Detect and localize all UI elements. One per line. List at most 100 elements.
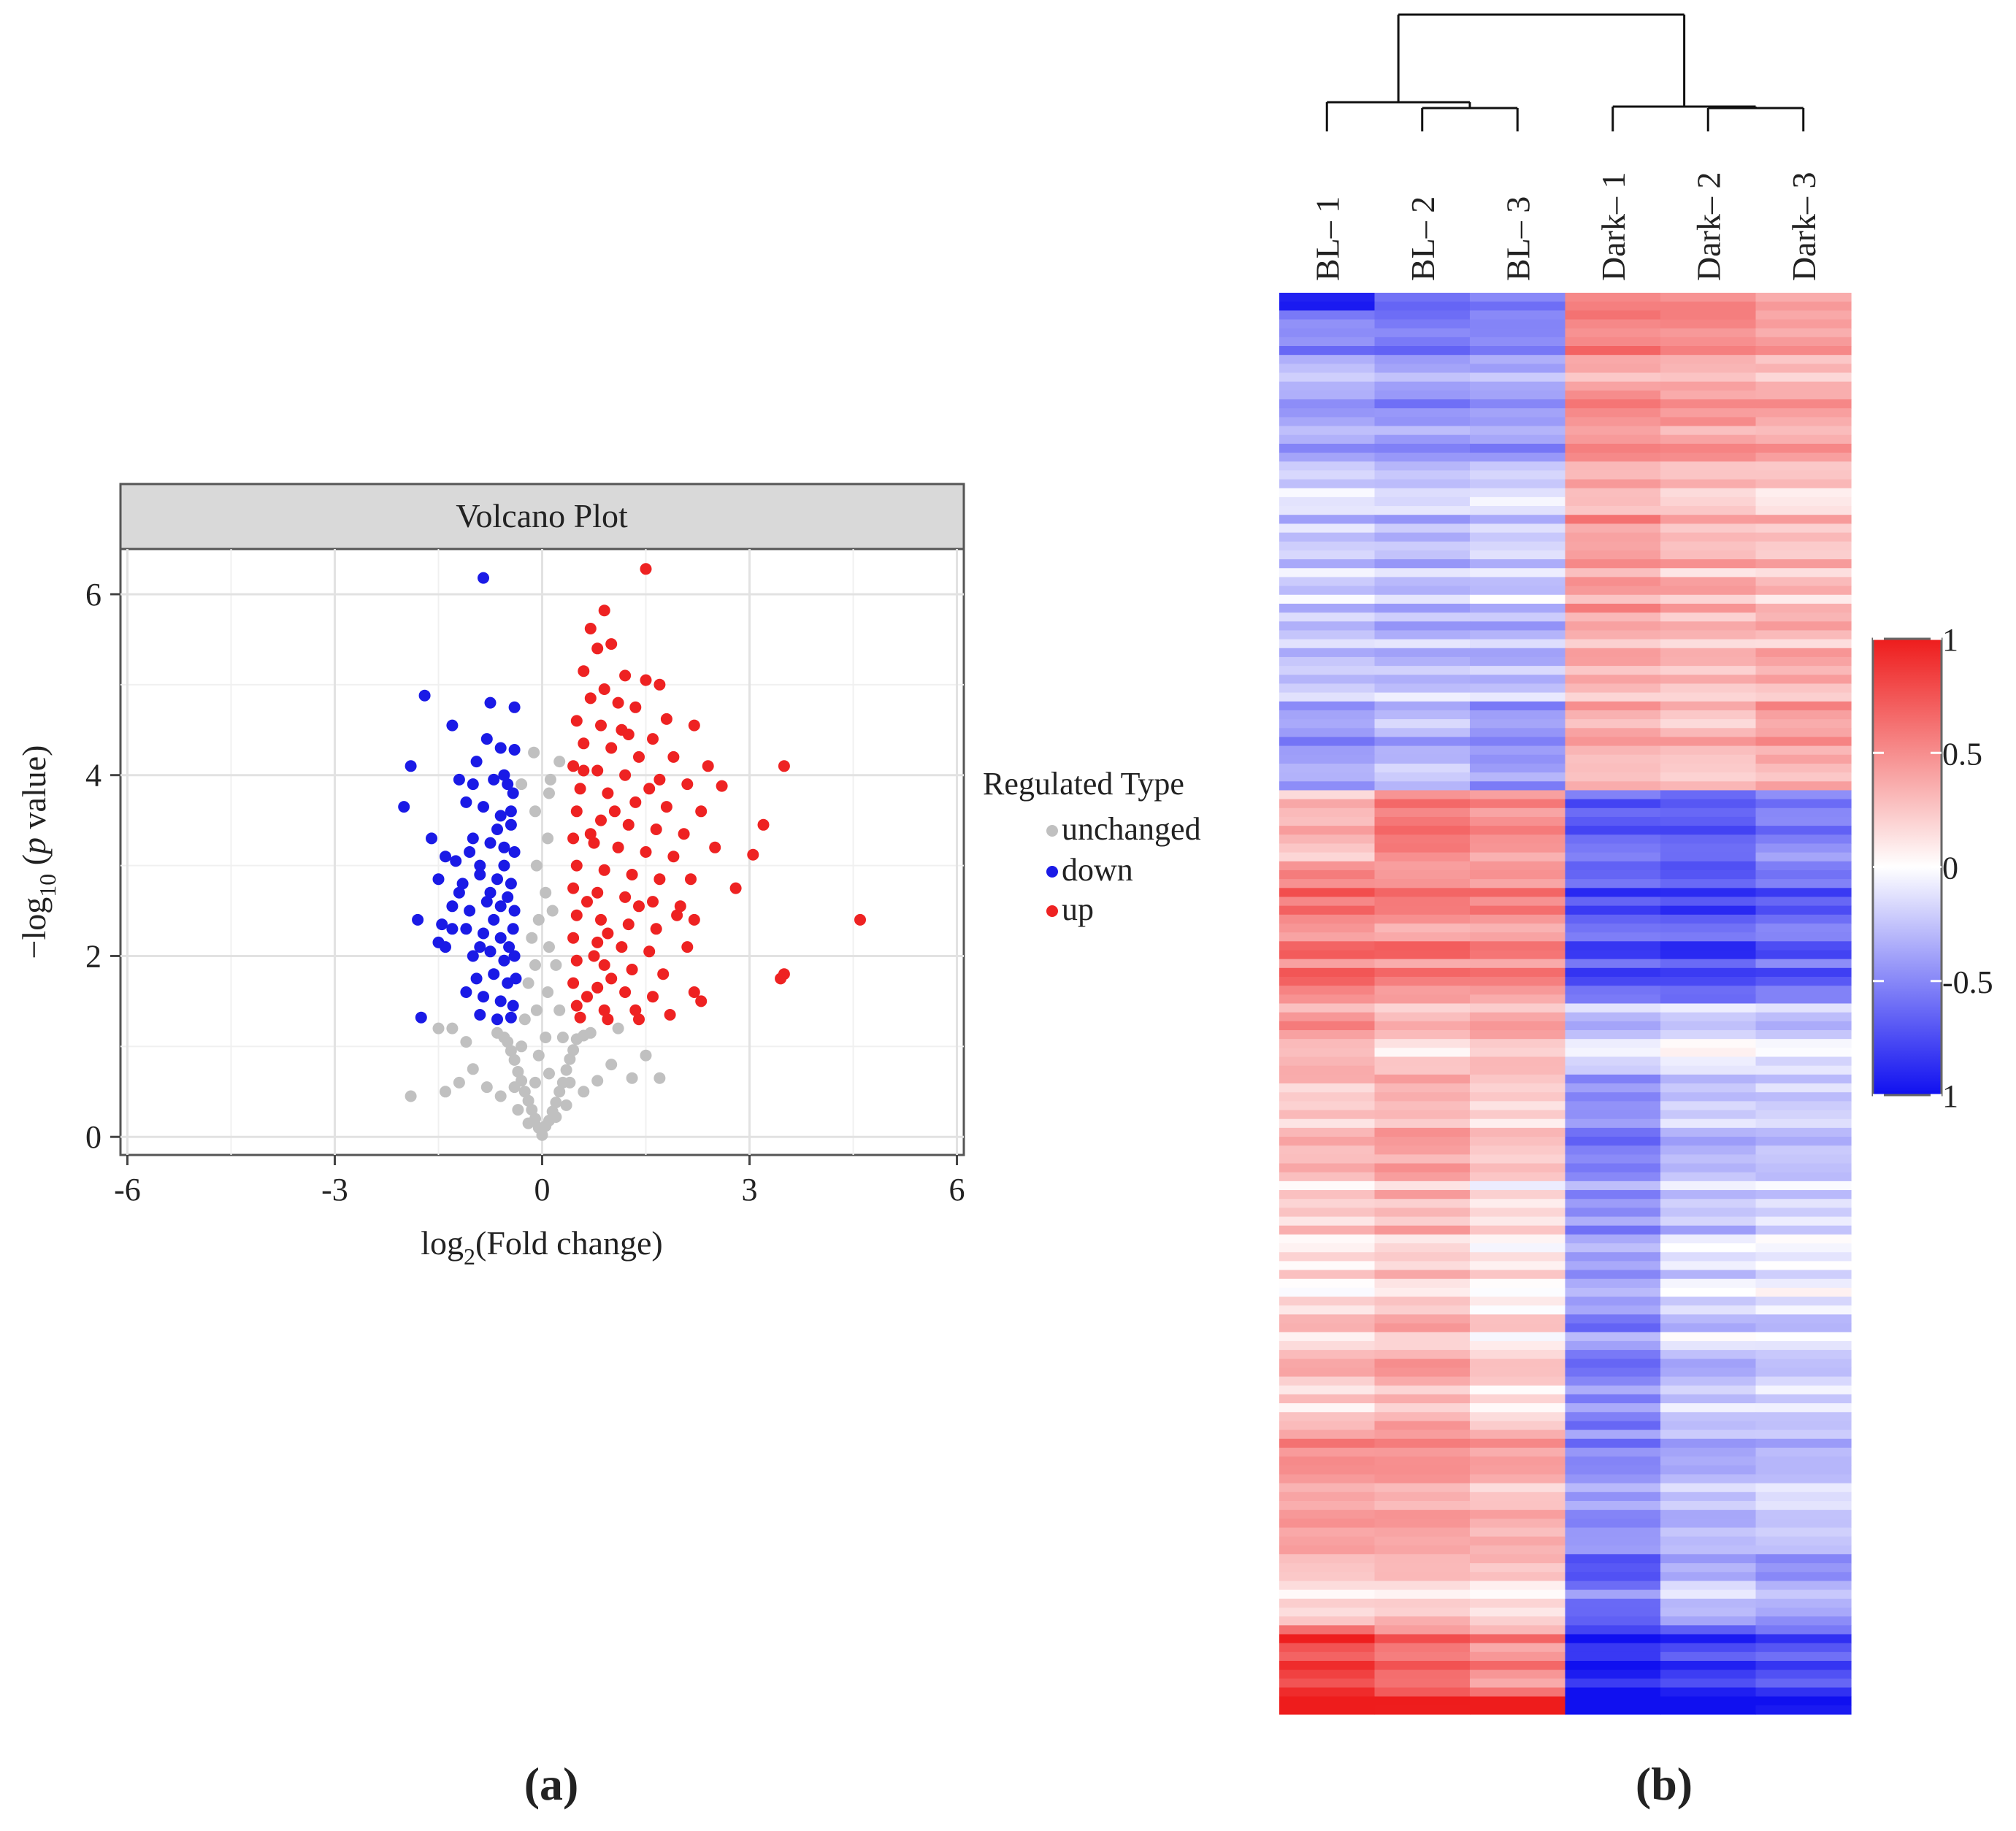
heatmap-cell [1374, 932, 1471, 942]
heatmap-cell [1565, 328, 1661, 338]
heatmap-cell [1660, 1367, 1757, 1378]
heatmap-cell [1565, 728, 1661, 738]
heatmap-cell [1660, 1572, 1757, 1582]
heatmap-cell [1279, 976, 1376, 986]
heatmap-cell [1755, 515, 1852, 524]
heatmap-cell [1755, 443, 1852, 453]
heatmap-cell [1755, 1225, 1852, 1235]
heatmap-cell [1374, 790, 1471, 800]
heatmap-cell [1279, 1021, 1376, 1031]
heatmap-cell [1565, 1385, 1661, 1395]
heatmap-cell [1279, 1340, 1376, 1351]
heatmap-cell [1755, 1367, 1852, 1378]
heatmap-cell [1470, 1048, 1566, 1058]
heatmap-cell [1565, 434, 1661, 445]
heatmap-cell [1755, 1687, 1852, 1697]
heatmap-cell [1565, 461, 1661, 471]
heatmap-cell [1660, 1048, 1757, 1058]
heatmap-cell [1565, 1261, 1661, 1271]
up-point [747, 848, 759, 861]
heatmap-cell [1279, 417, 1376, 427]
legend-label-up: up [1062, 891, 1094, 927]
heatmap-cell [1755, 710, 1852, 720]
heatmap-cell [1374, 781, 1471, 791]
heatmap-cell [1565, 754, 1661, 764]
heatmap-cell [1374, 1536, 1471, 1546]
heatmap-cell [1565, 976, 1661, 986]
heatmap-cell [1565, 1127, 1661, 1137]
up-point [570, 859, 583, 872]
heatmap-cell [1470, 1297, 1566, 1306]
heatmap-cell [1470, 1127, 1566, 1137]
heatmap-cell [1660, 328, 1757, 338]
heatmap-cell [1565, 666, 1661, 675]
heatmap-cell [1279, 506, 1376, 515]
down-point [505, 805, 517, 818]
heatmap-cell [1279, 1287, 1376, 1297]
heatmap-cell [1470, 1447, 1566, 1457]
down-point [446, 719, 459, 732]
heatmap-cell [1755, 1127, 1852, 1137]
heatmap-cell [1565, 1634, 1661, 1644]
heatmap-cell [1279, 967, 1376, 978]
legend-swatch-unchanged [1046, 825, 1058, 837]
volcano-title: Volcano Plot [456, 497, 628, 534]
heatmap-cell [1279, 1492, 1376, 1502]
heatmap-cell [1755, 346, 1852, 356]
heatmap-cell [1755, 737, 1852, 747]
heatmap-cell [1755, 1510, 1852, 1519]
heatmap-cell [1755, 1137, 1852, 1146]
heatmap-cell [1565, 1474, 1661, 1484]
heatmap-cell [1279, 355, 1376, 364]
heatmap-cell [1374, 1705, 1471, 1715]
heatmap-cell [1374, 1199, 1471, 1208]
up-point [633, 751, 645, 763]
heatmap-cell [1374, 470, 1471, 480]
up-point [688, 913, 700, 926]
heatmap-cell [1565, 959, 1661, 969]
heatmap-cell [1279, 710, 1376, 720]
heatmap-cell [1374, 355, 1471, 364]
heatmap-cell [1470, 1243, 1566, 1253]
heatmap-cell [1755, 1465, 1852, 1475]
heatmap-cell [1374, 1243, 1471, 1253]
heatmap-cell [1374, 1678, 1471, 1689]
heatmap-cell [1470, 1429, 1566, 1440]
heatmap-cell [1470, 1643, 1566, 1653]
colorbar-tick-label: 0 [1942, 851, 1958, 886]
heatmap-cell [1755, 1163, 1852, 1173]
heatmap-cell [1374, 1483, 1471, 1493]
heatmap-cell [1565, 1234, 1661, 1244]
heatmap-cell [1755, 1030, 1852, 1040]
heatmap-cell [1565, 470, 1661, 480]
heatmap-cell [1565, 701, 1661, 711]
heatmap-cell [1374, 1074, 1471, 1084]
down-point [432, 873, 445, 886]
heatmap-cell [1374, 1065, 1471, 1075]
heatmap-cell [1565, 816, 1661, 826]
heatmap-cell [1374, 1651, 1471, 1662]
heatmap-cell [1755, 1323, 1852, 1333]
heatmap-cell [1279, 923, 1376, 933]
unchanged-point [529, 959, 541, 971]
down-point [474, 859, 486, 872]
heatmap-cell [1660, 852, 1757, 862]
heatmap-cell [1565, 1563, 1661, 1573]
heatmap-cell [1660, 1332, 1757, 1342]
heatmap-cell [1374, 1598, 1471, 1608]
unchanged-point [543, 1067, 555, 1080]
unchanged-point [564, 1053, 576, 1065]
x-tick-label: -6 [114, 1172, 141, 1208]
heatmap-cell [1470, 372, 1566, 383]
heatmap-cell [1660, 417, 1757, 427]
heatmap-cell [1660, 453, 1757, 462]
up-point [647, 733, 659, 745]
heatmap-cell [1755, 390, 1852, 400]
up-point [640, 846, 652, 858]
down-point [470, 756, 483, 768]
heatmap-cell [1660, 1110, 1757, 1120]
up-point [598, 604, 610, 617]
heatmap-cell [1279, 443, 1376, 453]
volcano-title-strip [119, 483, 965, 550]
heatmap-cell [1279, 1172, 1376, 1182]
